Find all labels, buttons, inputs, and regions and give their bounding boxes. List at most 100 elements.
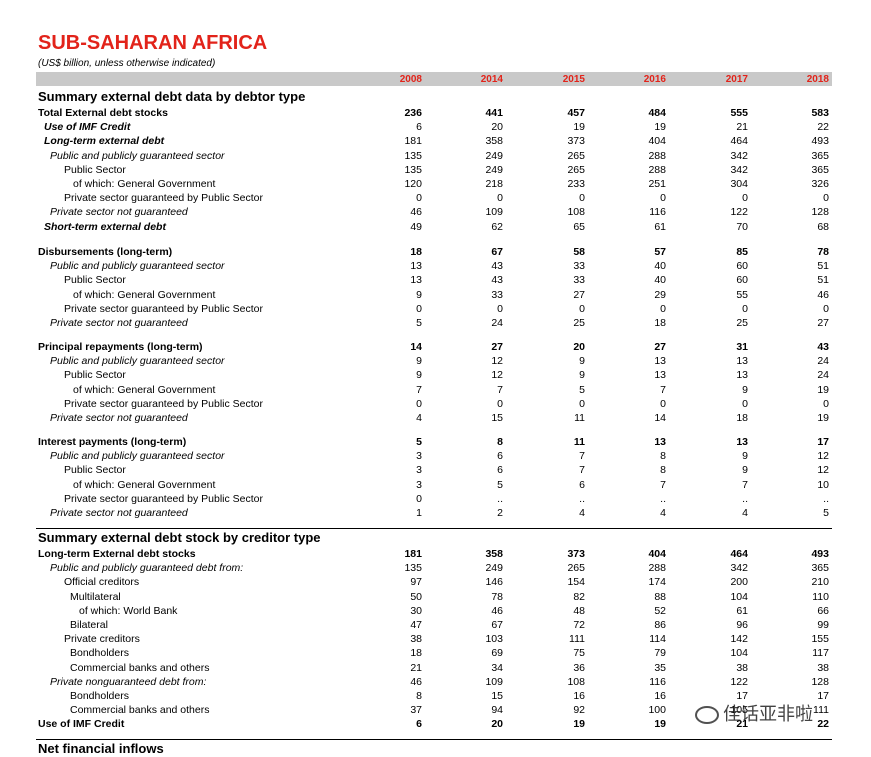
row-label: Public Sector (64, 369, 126, 382)
cell-2017: 61 (736, 604, 748, 617)
cell-2018: 117 (812, 647, 829, 660)
cell-2008: 181 (404, 135, 422, 148)
cell-2014: 12 (491, 355, 503, 368)
table-row: Private creditors 38 103 111 114 142 155 (0, 632, 871, 646)
cell-2018: 24 (817, 369, 829, 382)
cell-2018: 19 (817, 383, 829, 396)
cell-2008: 9 (416, 288, 422, 301)
cell-2016: 0 (660, 302, 666, 315)
cell-2017: 55 (736, 288, 748, 301)
row-label: Private creditors (64, 633, 140, 646)
cell-2017: 0 (742, 397, 748, 410)
cell-2017: 60 (736, 260, 748, 273)
page-subtitle: (US$ billion, unless otherwise indicated… (38, 58, 216, 69)
cell-2014: 146 (485, 576, 503, 589)
cell-2014: 109 (485, 675, 503, 688)
table-row: Bondholders 8 15 16 16 17 17 (0, 689, 871, 703)
cell-2008: 6 (416, 121, 422, 134)
cell-2015: 19 (573, 718, 585, 731)
cell-2015: 36 (573, 661, 585, 674)
cell-2017: 342 (730, 562, 748, 575)
row-label: Private sector not guaranteed (50, 412, 188, 424)
cell-2014: 358 (485, 135, 503, 148)
cell-2018: 493 (811, 548, 829, 560)
cell-2017: 304 (730, 178, 748, 190)
table-row: Public Sector 13 43 33 40 60 51 (0, 273, 871, 287)
cell-2015: 7 (579, 464, 585, 477)
cell-2016: 484 (648, 107, 666, 119)
cell-2015: 457 (567, 107, 585, 119)
table-row: Private sector not guaranteed 4 15 11 14 18 19 (0, 411, 871, 425)
cell-2018: 43 (817, 341, 829, 353)
cell-2017: 13 (736, 355, 748, 368)
row-label: Public Sector (64, 464, 126, 477)
cell-2015: 11 (574, 412, 585, 424)
cell-2014: 33 (491, 288, 503, 301)
cell-2018: 24 (817, 355, 829, 368)
row-label: Public Sector (64, 163, 126, 176)
cell-2014: 6 (497, 450, 503, 463)
year-2014: 2014 (480, 74, 503, 85)
cell-2016: 19 (654, 121, 666, 134)
row-label: of which: General Government (73, 478, 216, 491)
cell-2008: 50 (410, 590, 422, 603)
cell-2015: 33 (573, 260, 585, 273)
cell-2016: 7 (660, 478, 666, 491)
cell-2015: 265 (567, 149, 585, 162)
table-row: of which: General Government 3 5 6 7 7 10 (0, 478, 871, 492)
cell-2014: 62 (491, 220, 503, 233)
cell-2015: 72 (573, 619, 585, 631)
row-label: Private sector not guaranteed (50, 317, 188, 329)
cell-2018: 128 (811, 206, 829, 219)
cell-2017: 342 (730, 163, 748, 176)
cell-2008: 0 (416, 397, 422, 410)
cell-2008: 3 (416, 478, 422, 491)
cell-2015: .. (579, 492, 585, 505)
cell-2016: 35 (654, 661, 666, 674)
cell-2014: 94 (491, 704, 503, 717)
cell-2014: 0 (497, 192, 503, 205)
cell-2017: 60 (736, 274, 748, 287)
cell-2015: 58 (573, 246, 585, 258)
cell-2016: 0 (660, 192, 666, 205)
row-label: Bondholders (70, 690, 129, 702)
cell-2015: 373 (567, 135, 585, 148)
cell-2008: 49 (410, 220, 422, 233)
cell-2008: 3 (416, 464, 422, 477)
cell-2015: 111 (569, 633, 585, 646)
cell-2016: 116 (649, 206, 666, 219)
row-label: Public and publicly guaranteed sector (50, 450, 225, 463)
table-row: Public and publicly guaranteed sector 9 12… (0, 354, 871, 368)
cell-2015: 5 (579, 383, 585, 396)
row-label: Private sector guaranteed by Public Sect… (64, 492, 264, 505)
cell-2016: 404 (648, 548, 666, 560)
cell-2015: 82 (573, 590, 585, 603)
table-row: Private sector guaranteed by Public Sect… (0, 302, 871, 316)
cell-2008: 46 (410, 206, 422, 219)
cell-2017: 4 (742, 507, 748, 519)
cell-2016: 13 (654, 355, 666, 368)
cell-2016: 288 (648, 163, 666, 176)
cell-2017: 38 (736, 661, 748, 674)
page-title: SUB-SAHARAN AFRICA (38, 32, 268, 54)
cell-2016: 40 (654, 260, 666, 273)
row-label: Private sector not guaranteed (50, 507, 188, 519)
cell-2016: 114 (649, 633, 666, 646)
row-label: Official creditors (64, 576, 140, 589)
table-row: Bilateral 47 67 72 86 96 99 (0, 618, 871, 632)
cell-2014: 218 (485, 178, 503, 190)
cell-2017: 200 (730, 576, 748, 589)
cell-2017: 464 (730, 548, 748, 560)
cell-2018: 68 (817, 220, 829, 233)
cell-2017: 105 (730, 704, 748, 717)
cell-2017: 18 (736, 412, 748, 424)
cell-2018: 10 (817, 478, 829, 491)
cell-2018: 17 (817, 436, 829, 448)
section-heading: Net financial inflows (38, 741, 164, 756)
cell-2014: 358 (485, 548, 503, 560)
cell-2008: 236 (404, 107, 422, 119)
cell-2016: 13 (654, 436, 666, 448)
year-2018: 2018 (806, 74, 829, 85)
row-label: Multilateral (70, 590, 121, 603)
